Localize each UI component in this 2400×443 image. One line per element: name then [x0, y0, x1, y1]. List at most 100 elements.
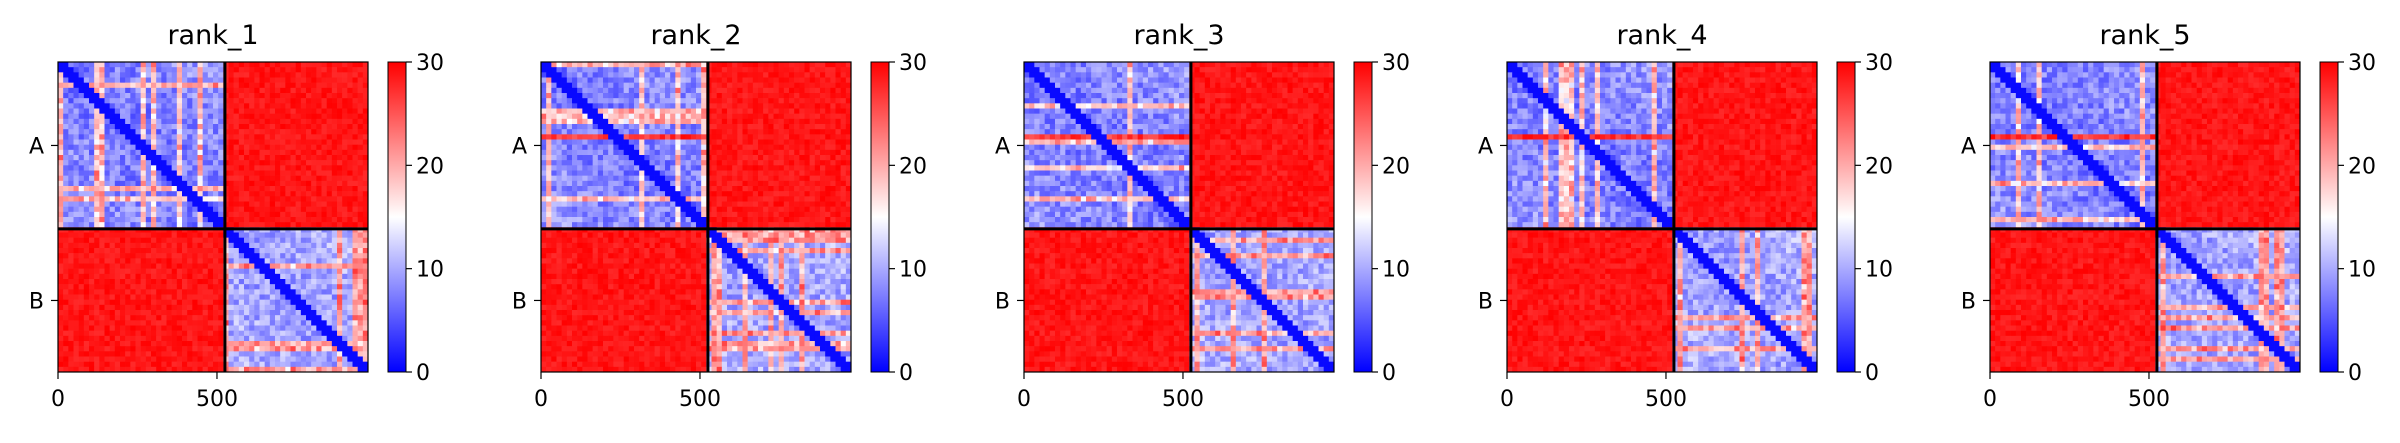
heatmap-cell	[557, 119, 562, 124]
heatmap-cell	[146, 279, 151, 284]
heatmap-cell	[94, 315, 99, 320]
heatmap-cell	[588, 176, 593, 181]
heatmap-cell	[567, 155, 572, 160]
heatmap-cell	[192, 238, 197, 243]
heatmap-cell	[358, 191, 363, 196]
heatmap-cell	[58, 269, 63, 274]
heatmap-cell	[608, 98, 613, 103]
heatmap-cell	[141, 264, 146, 269]
heatmap-cell	[613, 140, 618, 145]
heatmap-cell	[63, 362, 68, 367]
heatmap-cell	[110, 186, 115, 191]
heatmap-cell	[593, 103, 598, 108]
heatmap-cell	[613, 98, 618, 103]
heatmap-cell	[717, 93, 722, 98]
heatmap-cell	[296, 269, 301, 274]
heatmap-cell	[332, 176, 337, 181]
heatmap-cell	[203, 253, 208, 258]
heatmap-cell	[84, 305, 89, 310]
heatmap-cell	[79, 155, 84, 160]
heatmap-cell	[644, 88, 649, 93]
heatmap-cell	[794, 129, 799, 134]
heatmap-cell	[208, 176, 213, 181]
heatmap-cell	[120, 196, 125, 201]
heatmap-cell	[675, 165, 680, 170]
heatmap-cell	[105, 186, 110, 191]
heatmap-cell	[254, 326, 259, 331]
heatmap-cell	[130, 191, 135, 196]
heatmap-cell	[203, 196, 208, 201]
heatmap-cell	[347, 248, 352, 253]
heatmap-cell	[213, 140, 218, 145]
heatmap-cell	[639, 119, 644, 124]
heatmap-cell	[208, 346, 213, 351]
heatmap-cell	[660, 155, 665, 160]
heatmap-cell	[275, 93, 280, 98]
heatmap-cell	[311, 315, 316, 320]
heatmap-cell	[285, 305, 290, 310]
heatmap-cell	[748, 83, 753, 88]
heatmap-cell	[296, 310, 301, 315]
heatmap-cell	[815, 83, 820, 88]
heatmap-cell	[265, 310, 270, 315]
heatmap-cell	[280, 331, 285, 336]
heatmap-cell	[203, 279, 208, 284]
heatmap-cell	[187, 212, 192, 217]
heatmap-cell	[208, 217, 213, 222]
heatmap-cell	[254, 145, 259, 150]
heatmap-cell	[613, 124, 618, 129]
heatmap-cell	[737, 83, 742, 88]
heatmap-cell	[353, 150, 358, 155]
heatmap-cell	[805, 150, 810, 155]
heatmap-cell	[99, 150, 104, 155]
heatmap-cell	[94, 253, 99, 258]
heatmap-cell	[213, 134, 218, 139]
heatmap-cell	[89, 109, 94, 114]
heatmap-cell	[322, 217, 327, 222]
heatmap-cell	[285, 300, 290, 305]
heatmap-cell	[198, 269, 203, 274]
heatmap-cell	[265, 351, 270, 356]
heatmap-cell	[332, 103, 337, 108]
heatmap-cell	[182, 289, 187, 294]
heatmap-cell	[198, 212, 203, 217]
heatmap-cell	[167, 134, 172, 139]
heatmap-cell	[172, 155, 177, 160]
heatmap-cell	[172, 346, 177, 351]
heatmap-cell	[146, 114, 151, 119]
heatmap-cell	[105, 357, 110, 362]
heatmap-cell	[629, 160, 634, 165]
heatmap-cell	[105, 315, 110, 320]
heatmap-cell	[322, 186, 327, 191]
heatmap-cell	[110, 119, 115, 124]
heatmap-cell	[836, 155, 841, 160]
heatmap-cell	[213, 72, 218, 77]
heatmap-cell	[110, 238, 115, 243]
heatmap-cell	[322, 310, 327, 315]
heatmap-cell	[613, 67, 618, 72]
heatmap-cell	[156, 119, 161, 124]
heatmap-cell	[177, 72, 182, 77]
heatmap-cell	[167, 67, 172, 72]
heatmap-cell	[260, 305, 265, 310]
heatmap-cell	[353, 331, 358, 336]
heatmap-cell	[577, 88, 582, 93]
heatmap-cell	[234, 310, 239, 315]
heatmap-cell	[63, 253, 68, 258]
heatmap-cell	[244, 351, 249, 356]
heatmap-cell	[110, 114, 115, 119]
heatmap-cell	[732, 93, 737, 98]
heatmap-cell	[229, 295, 234, 300]
heatmap-cell	[358, 155, 363, 160]
heatmap-cell	[557, 150, 562, 155]
heatmap-cell	[192, 83, 197, 88]
heatmap-cell	[260, 300, 265, 305]
heatmap-cell	[342, 103, 347, 108]
heatmap-cell	[830, 150, 835, 155]
heatmap-cell	[249, 165, 254, 170]
heatmap-cell	[327, 248, 332, 253]
heatmap-cell	[213, 176, 218, 181]
heatmap-cell	[125, 72, 130, 77]
heatmap-cell	[94, 351, 99, 356]
heatmap-cell	[125, 264, 130, 269]
